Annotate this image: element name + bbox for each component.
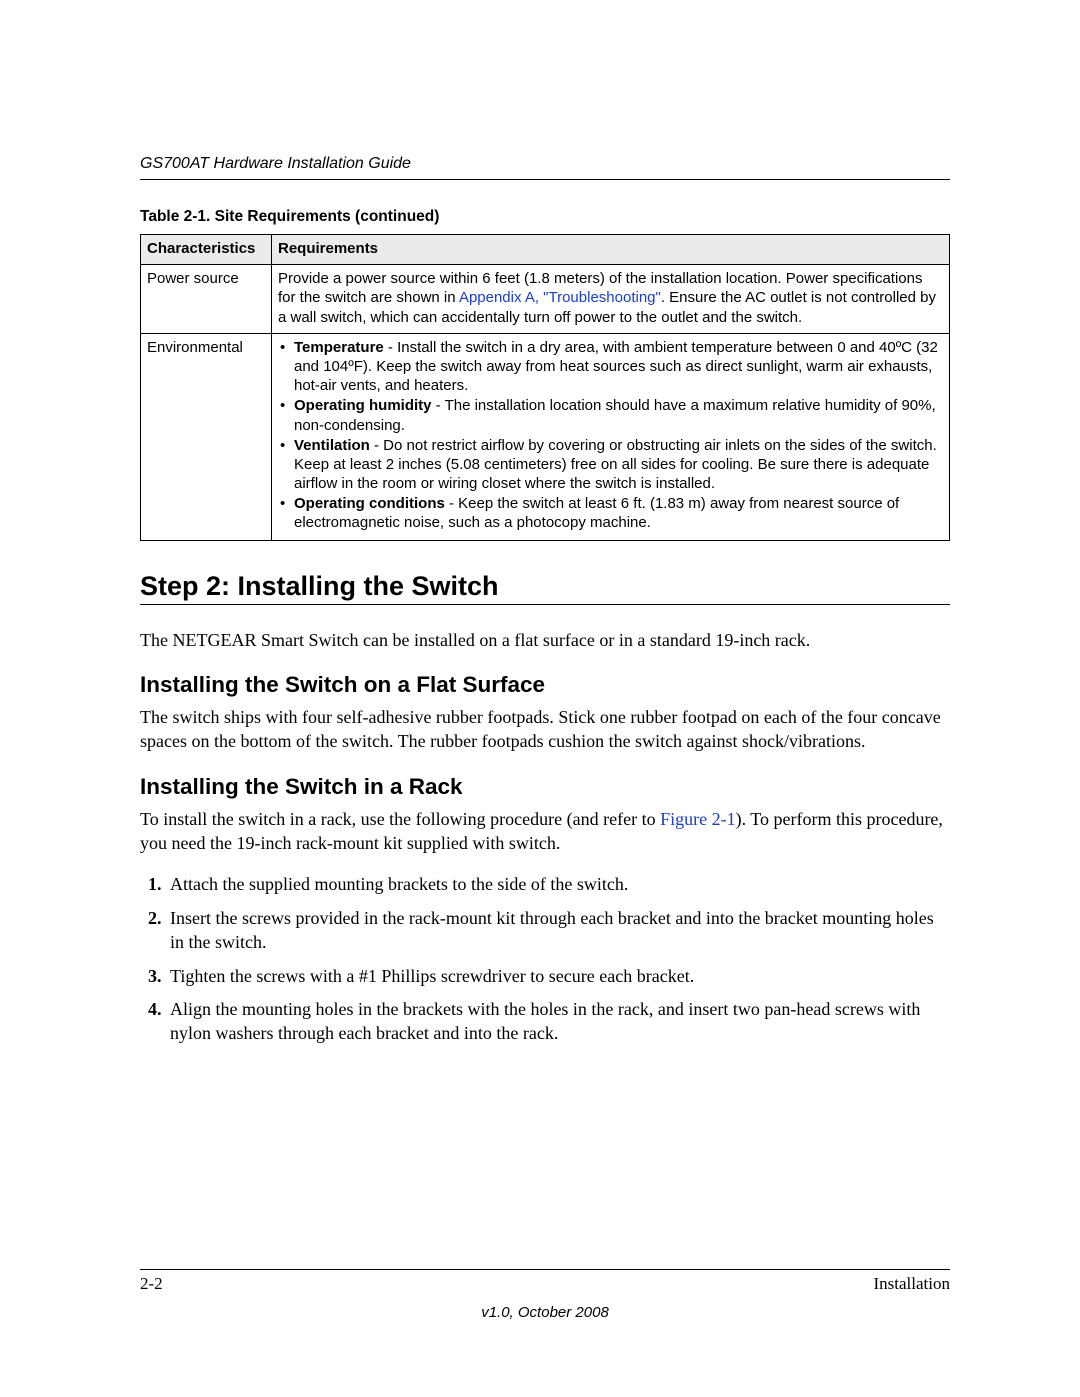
running-header: GS700AT Hardware Installation Guide	[140, 155, 950, 173]
section-rule	[140, 604, 950, 605]
rack-intro: To install the switch in a rack, use the…	[140, 808, 950, 856]
flat-body: The switch ships with four self-adhesive…	[140, 706, 950, 754]
rack-intro-before: To install the switch in a rack, use the…	[140, 809, 660, 829]
step-item: Attach the supplied mounting brackets to…	[166, 873, 950, 897]
col-requirements: Requirements	[272, 235, 950, 265]
page-footer: 2-2 Installation v1.0, October 2008	[140, 1269, 950, 1321]
cell-power-req: Provide a power source within 6 feet (1.…	[272, 265, 950, 334]
bold-label: Temperature	[294, 339, 384, 356]
table-row: Environmental Temperature - Install the …	[141, 333, 950, 540]
step-item: Tighten the screws with a #1 Phillips sc…	[166, 965, 950, 989]
step-item: Align the mounting holes in the brackets…	[166, 998, 950, 1046]
table-caption: Table 2-1. Site Requirements (continued)	[140, 208, 950, 226]
item-text: - Install the switch in a dry area, with…	[294, 339, 938, 394]
cell-power-label: Power source	[141, 265, 272, 334]
footer-row: 2-2 Installation	[140, 1274, 950, 1294]
footer-section-name: Installation	[874, 1274, 950, 1294]
requirements-table: Characteristics Requirements Power sourc…	[140, 234, 950, 541]
footer-version: v1.0, October 2008	[140, 1304, 950, 1321]
page-number: 2-2	[140, 1274, 163, 1294]
step-item: Insert the screws provided in the rack-m…	[166, 907, 950, 955]
table-row: Power source Provide a power source with…	[141, 265, 950, 334]
col-characteristics: Characteristics	[141, 235, 272, 265]
header-rule	[140, 179, 950, 180]
section-heading: Step 2: Installing the Switch	[140, 571, 950, 602]
subsection-flat-heading: Installing the Switch on a Flat Surface	[140, 672, 950, 698]
rack-steps: Attach the supplied mounting brackets to…	[140, 873, 950, 1046]
env-list: Temperature - Install the switch in a dr…	[278, 338, 943, 533]
appendix-link[interactable]: Appendix A, "Troubleshooting"	[459, 289, 661, 306]
env-item-conditions: Operating conditions - Keep the switch a…	[294, 494, 943, 532]
section-intro: The NETGEAR Smart Switch can be installe…	[140, 629, 950, 653]
item-text: - Do not restrict airflow by covering or…	[294, 437, 937, 492]
bold-label: Operating humidity	[294, 397, 432, 414]
subsection-rack-heading: Installing the Switch in a Rack	[140, 774, 950, 800]
cell-env-req: Temperature - Install the switch in a dr…	[272, 333, 950, 540]
env-item-humidity: Operating humidity - The installation lo…	[294, 396, 943, 434]
bold-label: Operating conditions	[294, 495, 445, 512]
footer-rule	[140, 1269, 950, 1270]
env-item-ventilation: Ventilation - Do not restrict airflow by…	[294, 436, 943, 494]
cell-env-label: Environmental	[141, 333, 272, 540]
table-header-row: Characteristics Requirements	[141, 235, 950, 265]
bold-label: Ventilation	[294, 437, 370, 454]
page: GS700AT Hardware Installation Guide Tabl…	[0, 0, 1080, 1397]
figure-link[interactable]: Figure 2-1	[660, 809, 736, 829]
env-item-temperature: Temperature - Install the switch in a dr…	[294, 338, 943, 396]
